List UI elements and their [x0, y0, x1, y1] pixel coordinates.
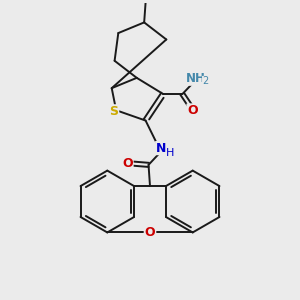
Text: 2: 2: [202, 76, 208, 86]
Text: O: O: [188, 104, 198, 117]
Text: S: S: [109, 105, 118, 118]
Text: NH: NH: [186, 72, 206, 85]
Text: O: O: [122, 157, 133, 170]
Text: H: H: [166, 148, 175, 158]
Text: O: O: [145, 226, 155, 239]
Text: N: N: [156, 142, 166, 154]
